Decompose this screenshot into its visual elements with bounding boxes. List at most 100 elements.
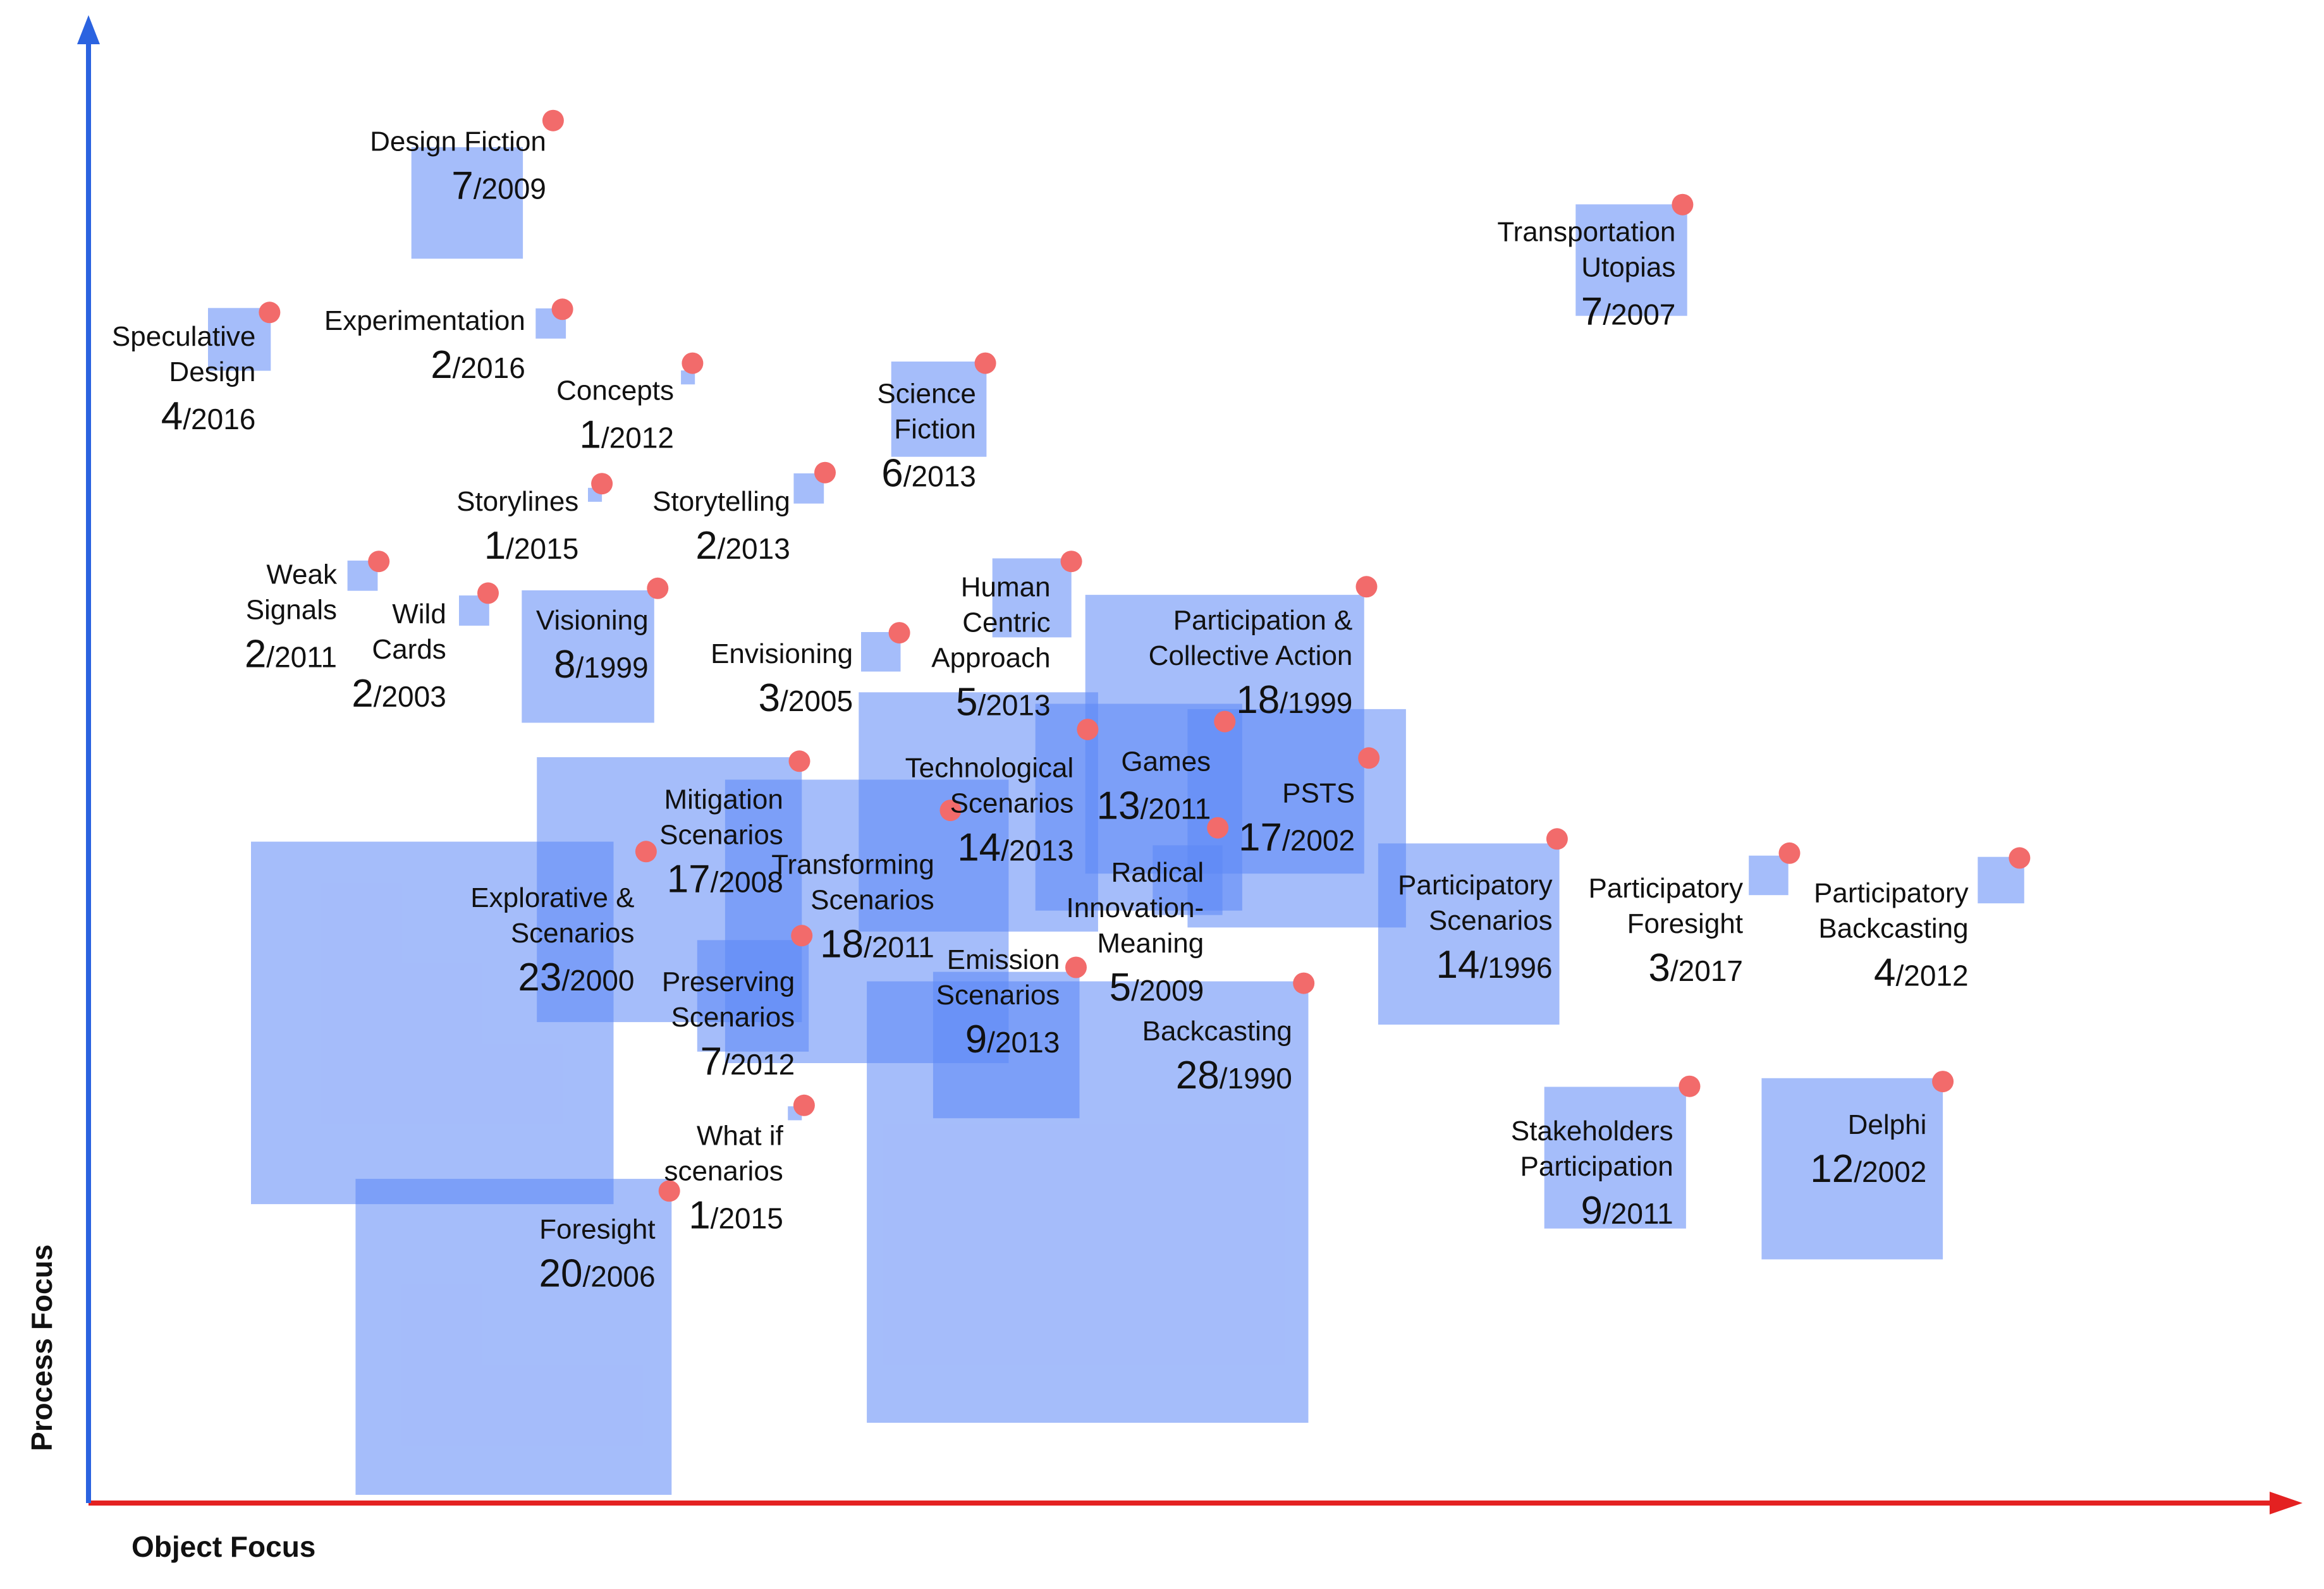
item-count-year: 3/2017 [1648,946,1743,990]
label-participatory-backcasting: Participatory Backcasting 4/2012 [1814,878,1969,995]
label-wild-cards: Wild Cards 2/2003 [352,599,446,715]
item-name: Games [1121,746,1211,777]
label-emission-scenarios: Emission Scenarios 9/2013 [936,944,1060,1061]
label-design-fiction: Design Fiction 7/2009 [370,126,546,207]
marker-delphi [1932,1071,1954,1093]
item-name: Preserving Scenarios [662,966,795,1033]
item-name: Mitigation Scenarios [659,784,783,851]
square-delphi [1761,1078,1943,1260]
label-participation-collective-action: Participation & Collective Action 18/1999 [1149,605,1353,722]
label-human-centric-approach: Human Centric Approach 5/2013 [931,571,1050,724]
item-count-year: 7/2012 [700,1040,795,1083]
label-what-if-scenarios: What if scenarios 1/2015 [664,1121,783,1238]
item-name: Experimentation [324,305,525,336]
item-name: Envisioning [711,638,853,669]
item-count-year: 3/2005 [758,676,853,720]
item-name: Transportation Utopias [1497,216,1675,283]
label-participatory-scenarios: Participatory Scenarios 14/1996 [1398,870,1553,987]
square-participatory-foresight [1749,855,1789,896]
item-count-year: 2/2011 [245,632,337,676]
item-count-year: 7/2009 [451,164,546,207]
item-name: Stakeholders Participation [1511,1116,1673,1182]
item-name: What if scenarios [664,1121,783,1187]
label-storylines: Storylines 1/2015 [456,486,578,568]
squares-layer [208,147,2024,1495]
item-name: Participatory Scenarios [1398,870,1553,936]
marker-explorative-scenarios [635,841,657,863]
marker-storytelling [814,461,836,484]
marker-what-if-scenarios [793,1094,815,1116]
label-speculative-design: Speculative Design 4/2016 [112,321,255,438]
label-concepts: Concepts 1/2012 [556,375,674,456]
item-name: Participation & Collective Action [1149,605,1353,671]
item-count-year: 5/2009 [1110,966,1204,1009]
item-count-year: 9/2011 [1581,1189,1673,1233]
marker-design-fiction [542,109,564,131]
axes-layer: Object Focus Process Focus [25,15,2303,1563]
square-speculative-design [208,308,271,371]
item-name: Visioning [536,605,649,636]
marker-participatory-scenarios [1546,828,1568,850]
label-delphi: Delphi 12/2002 [1810,1109,1926,1191]
item-name: Transforming Scenarios [771,849,934,916]
item-count-year: 4/2016 [161,394,256,438]
item-count-year: 2/2013 [695,524,790,568]
item-name: Participatory Foresight [1588,873,1743,939]
item-name: Speculative Design [112,321,255,387]
markers-layer [259,109,2031,1202]
square-stakeholders-participation [1544,1087,1686,1229]
marker-stakeholders-participation [1679,1075,1701,1097]
square-psts [1187,709,1406,928]
marker-emission-scenarios [1065,956,1087,978]
marker-games [1214,710,1236,733]
marker-transforming-scenarios [939,800,962,822]
y-axis-label: Process Focus [25,1245,58,1451]
item-count-year: 2/2016 [431,343,525,387]
x-axis-label: Object Focus [131,1530,315,1563]
label-experimentation: Experimentation 2/2016 [324,305,525,387]
item-count-year: 14/1996 [1436,943,1553,987]
square-explorative-scenarios [251,841,614,1205]
square-radical-innovation-meaning [1153,845,1223,915]
label-radical-innovation-meaning: Radical Innovation-Meaning 5/2009 [1066,857,1204,1009]
item-count-year: 28/1990 [1176,1054,1292,1097]
marker-weak-signals [368,551,390,573]
square-participatory-scenarios [1378,843,1560,1025]
square-transportation-utopias [1575,204,1687,316]
label-storytelling: Storytelling 2/2013 [652,486,790,568]
marker-preserving-scenarios [791,925,813,947]
item-count-year: 17/2008 [667,858,783,901]
item-count-year: 8/1999 [554,643,649,686]
marker-psts [1358,747,1380,769]
item-count-year: 18/1999 [1236,678,1352,722]
label-backcasting: Backcasting 28/1990 [1142,1016,1292,1097]
marker-participation-collective-action [1355,576,1378,598]
item-name: Storytelling [652,486,790,517]
label-transportation-utopias: Transportation Utopias 7/2007 [1497,216,1675,333]
y-axis-arrow-icon [77,15,100,44]
x-axis-arrow-icon [2270,1492,2303,1514]
square-backcasting [867,981,1309,1423]
marker-concepts [682,352,704,374]
marker-wild-cards [477,582,499,604]
marker-human-centric-approach [1060,551,1082,573]
marker-speculative-design [259,301,281,324]
label-envisioning: Envisioning 3/2005 [711,638,853,720]
square-human-centric-approach [992,558,1072,638]
square-visioning [522,590,654,723]
label-mitigation-scenarios: Mitigation Scenarios 17/2008 [659,784,783,901]
marker-mitigation-scenarios [788,750,810,772]
item-name: Participatory Backcasting [1814,878,1969,944]
label-games: Games 13/2011 [1097,746,1211,827]
item-name: Backcasting [1142,1016,1292,1047]
item-name: Delphi [1848,1109,1927,1140]
item-name: PSTS [1282,778,1355,809]
square-foresight [355,1179,672,1495]
item-count-year: 17/2002 [1238,816,1355,860]
item-count-year: 14/2013 [957,825,1073,869]
item-name: Foresight [539,1214,655,1245]
item-count-year: 12/2002 [1810,1147,1926,1191]
item-count-year: 5/2013 [956,680,1051,724]
item-count-year: 13/2011 [1097,784,1211,827]
